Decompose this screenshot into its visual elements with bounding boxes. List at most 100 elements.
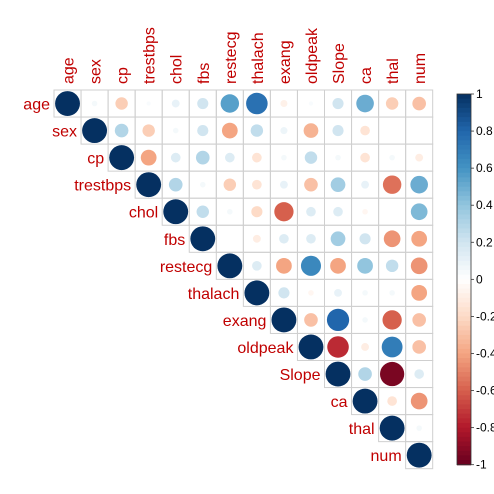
- colorbar-segment: [457, 381, 471, 387]
- colorbar-segment: [457, 172, 471, 179]
- colorbar-segment: [457, 265, 471, 271]
- corr-circle-restecg-exang: [276, 257, 292, 274]
- column-label-thal: thal: [385, 58, 402, 84]
- colorbar-segment: [457, 158, 471, 165]
- column-label-age: age: [61, 57, 78, 84]
- colorbar-tick-label: 0: [476, 272, 483, 286]
- colorbar-segment: [457, 432, 471, 438]
- corr-circle-chol-ca: [362, 208, 368, 215]
- corr-circle-oldpeak-ca: [361, 343, 370, 351]
- colorbar-segment: [457, 274, 471, 280]
- corr-circle-thalach-thalach: [244, 280, 270, 306]
- corr-circle-Slope-ca: [358, 367, 372, 381]
- corr-circle-cp-num: [415, 153, 424, 162]
- colorbar-segment: [457, 293, 471, 299]
- row-label-chol: chol: [129, 205, 158, 222]
- corr-circle-age-restecg: [220, 94, 240, 113]
- corr-circle-restecg-thalach: [252, 261, 262, 271]
- colorbar-segment: [457, 205, 471, 211]
- colorbar-segment: [457, 126, 471, 132]
- corr-circle-trestbps-restecg: [223, 178, 237, 191]
- corr-circle-exang-thal: [382, 310, 402, 330]
- corr-circle-thalach-oldpeak: [308, 290, 314, 296]
- corr-circle-cp-thal: [389, 154, 395, 161]
- colorbar-tick-label: 0.4: [476, 198, 493, 212]
- corr-circle-restecg-thal: [385, 259, 399, 273]
- corr-circle-Slope-num: [414, 369, 424, 379]
- corr-circle-age-sex: [91, 100, 98, 107]
- colorbar-segment: [457, 270, 471, 276]
- colorbar: 1 0.8 0.6 0.4 0.2 0 -0.2 -0.4 -0.6 -0.8 -1: [456, 87, 494, 472]
- corr-circle-sex-ca: [360, 125, 370, 136]
- row-label-Slope: Slope: [280, 367, 321, 384]
- column-label-ca: ca: [358, 67, 375, 84]
- corr-circle-thalach-thal: [389, 290, 395, 296]
- corr-circle-thalach-Slope: [334, 288, 342, 297]
- colorbar-segment: [457, 209, 471, 216]
- corr-circle-oldpeak-oldpeak: [298, 334, 324, 360]
- colorbar-segment: [457, 307, 471, 313]
- colorbar-segment: [457, 297, 471, 304]
- colorbar-segment: [457, 260, 471, 267]
- colorbar-tick-label: 0.2: [476, 235, 493, 249]
- corr-circle-fbs-fbs: [190, 226, 216, 252]
- colorbar-segment: [457, 362, 471, 368]
- colorbar-segment: [457, 302, 471, 308]
- column-label-sex: sex: [88, 59, 105, 84]
- column-label-exang: exang: [277, 40, 294, 84]
- colorbar-segment: [457, 251, 471, 257]
- colorbar-tick-label: 0.6: [476, 161, 493, 175]
- corr-circle-oldpeak-num: [412, 340, 426, 354]
- colorbar-segment: [457, 182, 471, 188]
- corr-circle-restecg-num: [410, 257, 428, 275]
- row-label-restecg: restecg: [160, 259, 212, 276]
- corr-circle-thalach-ca: [362, 290, 368, 296]
- colorbar-segment: [457, 321, 471, 327]
- corr-circle-cp-ca: [360, 152, 370, 163]
- colorbar-segment: [457, 242, 471, 248]
- row-label-thalach: thalach: [188, 286, 240, 303]
- colorbar-segment: [457, 395, 471, 401]
- corr-circle-fbs-Slope: [330, 231, 346, 247]
- corr-circle-cp-chol: [170, 152, 181, 163]
- colorbar-segment: [457, 344, 471, 350]
- corr-circle-Slope-thal: [379, 361, 405, 387]
- corr-circle-restecg-oldpeak: [300, 255, 322, 276]
- colorbar-segment: [457, 450, 471, 457]
- colorbar-segment: [457, 455, 471, 461]
- column-label-trestbps: trestbps: [142, 27, 159, 84]
- colorbar-segment: [457, 339, 471, 345]
- colorbar-segment: [457, 131, 471, 137]
- corr-circle-thalach-num: [411, 285, 428, 301]
- corr-circle-sex-oldpeak: [303, 123, 319, 138]
- row-label-exang: exang: [223, 313, 267, 330]
- corr-circle-age-thalach: [246, 92, 268, 115]
- corr-circle-sex-trestbps: [142, 124, 155, 137]
- colorbar-segment: [457, 418, 471, 424]
- corr-circle-restecg-ca: [357, 257, 373, 274]
- colorbar-segment: [457, 446, 471, 452]
- column-label-chol: chol: [169, 55, 186, 84]
- corr-circle-num-num: [406, 442, 432, 468]
- colorbar-tick-label: 1: [476, 87, 483, 101]
- corr-circle-chol-num: [410, 203, 428, 221]
- corr-circle-fbs-num: [411, 230, 428, 247]
- corr-circle-age-Slope: [332, 97, 344, 110]
- colorbar-segment: [457, 223, 471, 229]
- colorbar-tick-label: -0.8: [476, 421, 494, 435]
- label-layer: age sex cp trestbps chol fbs restecg thalach exa…: [23, 27, 429, 465]
- corr-circle-age-ca: [356, 94, 374, 113]
- corr-circle-restecg-restecg: [217, 253, 243, 279]
- corr-circle-ca-num: [410, 392, 428, 410]
- row-label-cp: cp: [87, 151, 104, 168]
- colorbar-segment: [457, 103, 471, 109]
- colorbar-segment: [457, 121, 471, 128]
- column-label-fbs: fbs: [196, 63, 213, 84]
- colorbar-segment: [457, 358, 471, 364]
- corr-circle-trestbps-oldpeak: [304, 177, 318, 192]
- corr-circle-cp-trestbps: [140, 149, 157, 166]
- corr-circle-thalach-exang: [278, 287, 290, 299]
- colorbar-segment: [457, 154, 471, 160]
- colorbar-segment: [457, 200, 471, 206]
- corr-circle-chol-thal: [391, 210, 393, 213]
